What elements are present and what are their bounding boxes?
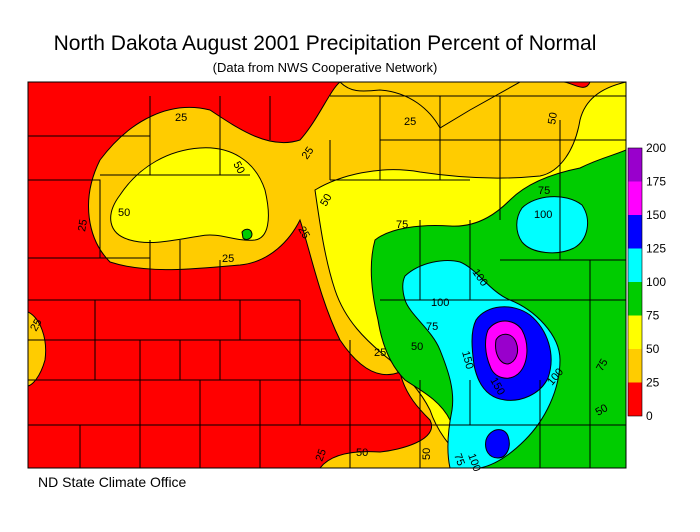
contour-label: 150 (459, 350, 475, 371)
legend-swatch (628, 148, 642, 182)
legend-swatch (628, 248, 642, 282)
contour-label: 50 (318, 192, 335, 209)
legend-tick-label: 150 (646, 208, 666, 222)
legend-tick-label: 100 (646, 275, 666, 289)
legend-swatch (628, 349, 642, 383)
contour-label: 75 (396, 219, 408, 231)
legend-tick-label: 125 (646, 242, 666, 256)
region-25-50-west (28, 311, 47, 387)
legend-tick-label: 175 (646, 175, 666, 189)
legend-tick-label: 50 (646, 342, 660, 356)
region-100-125-ne (516, 196, 589, 254)
legend-tick-label: 75 (646, 309, 660, 323)
contour-label: 25 (222, 253, 234, 265)
credit-text: ND State Climate Office (38, 474, 187, 490)
contour-label: 50 (421, 448, 433, 460)
contour-label: 75 (594, 357, 611, 374)
legend-ticks: 200 175 150 125 100 75 50 25 0 (646, 141, 666, 423)
legend-swatch (628, 382, 642, 416)
contour-label: 25 (314, 447, 329, 463)
contour-label: 50 (594, 402, 611, 419)
contour-label: 25 (300, 145, 317, 162)
region-75-100-west-spot (241, 228, 253, 240)
contour-label: 25 (374, 347, 386, 359)
contour-label: 75 (426, 321, 438, 333)
contour-labels: 25 25 50 50 25 25 25 25 50 75 75 100 100… (28, 111, 611, 473)
legend-tick-label: 0 (646, 409, 653, 423)
contour-label: 50 (411, 341, 423, 353)
contour-label: 50 (118, 207, 130, 219)
legend-tick-label: 200 (646, 141, 666, 155)
contour-label: 100 (431, 297, 449, 309)
contour-label: 100 (534, 209, 552, 221)
contour-label: 50 (356, 447, 368, 459)
contour-label: 25 (295, 225, 312, 242)
contour-label: 75 (451, 452, 466, 468)
map-title: North Dakota August 2001 Precipitation P… (53, 32, 597, 55)
contour-label: 100 (465, 452, 483, 473)
contour-label: 25 (76, 218, 90, 232)
region-125-150-south (485, 429, 510, 459)
region-175-200 (495, 333, 519, 365)
contour-label: 25 (404, 116, 416, 128)
contour-label: 75 (538, 185, 550, 197)
contour-label: 25 (175, 112, 187, 124)
legend-border (627, 147, 643, 417)
legend-swatches (627, 147, 643, 417)
contour-label: 50 (230, 160, 247, 177)
legend-swatch (628, 315, 642, 349)
county-boundaries (27, 81, 627, 469)
legend-tick-label: 25 (646, 376, 660, 390)
legend-swatch (628, 181, 642, 215)
legend-swatch (628, 215, 642, 249)
map-subtitle: (Data from NWS Cooperative Network) (212, 60, 438, 75)
contour-label: 25 (28, 317, 45, 334)
legend-swatch (628, 282, 642, 316)
contour-label: 50 (546, 111, 560, 125)
